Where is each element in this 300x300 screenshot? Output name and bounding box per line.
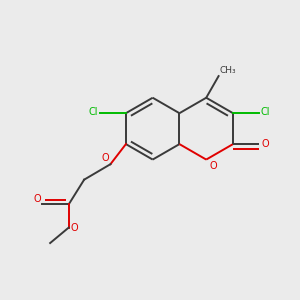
Text: O: O (70, 223, 78, 232)
Text: O: O (261, 139, 269, 149)
Text: Cl: Cl (88, 107, 98, 117)
Text: Cl: Cl (261, 107, 270, 117)
Text: O: O (101, 153, 109, 163)
Text: CH₃: CH₃ (220, 66, 236, 75)
Text: O: O (33, 194, 41, 203)
Text: O: O (209, 161, 217, 171)
